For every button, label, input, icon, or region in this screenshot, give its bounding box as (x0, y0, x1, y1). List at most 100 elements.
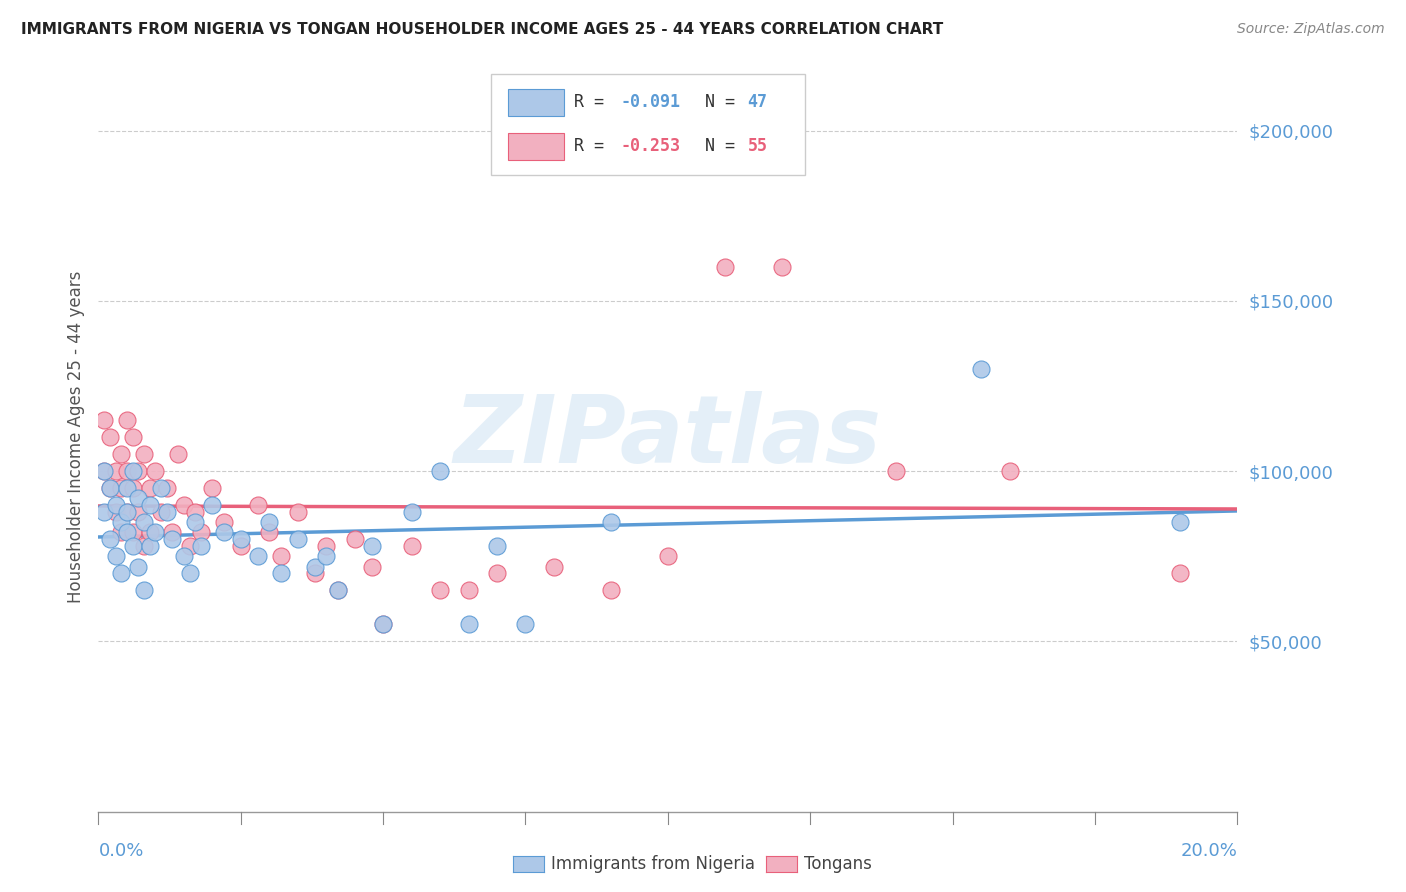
Point (121, 464, 143, 478)
Text: ZIPatlas: ZIPatlas (454, 391, 882, 483)
Point (132, 515, 155, 529)
Point (212, 515, 235, 529)
Point (190, 525, 212, 540)
Point (515, 617, 537, 632)
Point (93, 413, 115, 427)
Point (326, 583, 349, 598)
Point (145, 464, 167, 478)
Point (104, 549, 127, 564)
Point (184, 515, 207, 529)
Point (486, 539, 509, 553)
Point (98, 533, 121, 547)
Point (970, 362, 993, 376)
Point (173, 498, 195, 512)
Point (115, 481, 138, 495)
Point (600, 583, 623, 598)
Point (304, 566, 326, 581)
Point (115, 413, 138, 427)
Point (201, 481, 224, 495)
Point (104, 464, 127, 478)
Point (132, 447, 155, 461)
Point (184, 505, 207, 519)
Point (457, 583, 479, 598)
Point (127, 491, 149, 506)
Point (110, 566, 132, 581)
Point (179, 566, 201, 581)
Point (115, 464, 138, 478)
FancyBboxPatch shape (509, 88, 564, 116)
Point (110, 447, 132, 461)
Point (270, 566, 292, 581)
Point (93, 505, 115, 519)
Text: 0.0%: 0.0% (98, 842, 143, 860)
Point (104, 505, 127, 519)
Point (429, 583, 451, 598)
Point (110, 481, 132, 495)
Point (1170, 515, 1192, 529)
Point (145, 525, 167, 540)
Point (98, 430, 121, 444)
FancyBboxPatch shape (509, 133, 564, 160)
Text: -0.253: -0.253 (620, 137, 681, 155)
Point (360, 539, 382, 553)
Text: Immigrants from Nigeria: Immigrants from Nigeria (551, 855, 755, 873)
Point (115, 525, 138, 540)
Point (287, 505, 309, 519)
Point (360, 559, 382, 574)
Point (229, 533, 252, 547)
Point (315, 549, 337, 564)
Point (998, 464, 1021, 478)
Point (657, 549, 679, 564)
Point (179, 539, 201, 553)
Point (259, 525, 281, 540)
Point (93, 464, 115, 478)
Point (98, 481, 121, 495)
Point (110, 525, 132, 540)
Point (543, 559, 565, 574)
Point (190, 539, 212, 553)
Point (401, 539, 423, 553)
Point (98, 481, 121, 495)
Text: 47: 47 (748, 93, 768, 112)
Point (167, 447, 190, 461)
Point (246, 498, 269, 512)
Point (326, 583, 349, 598)
Point (212, 525, 235, 540)
Point (121, 481, 143, 495)
Point (373, 617, 395, 632)
Text: N =: N = (685, 93, 745, 112)
Text: R =: R = (575, 137, 614, 155)
Point (270, 549, 292, 564)
Point (259, 515, 281, 529)
Text: Source: ZipAtlas.com: Source: ZipAtlas.com (1237, 22, 1385, 37)
Point (104, 498, 127, 512)
Point (138, 481, 160, 495)
Point (770, 260, 793, 274)
Point (121, 430, 143, 444)
FancyBboxPatch shape (491, 74, 804, 175)
Point (121, 539, 143, 553)
Point (162, 525, 184, 540)
Point (173, 549, 195, 564)
Text: N =: N = (685, 137, 745, 155)
Point (93, 464, 115, 478)
Point (1170, 566, 1192, 581)
Point (127, 464, 149, 478)
Point (486, 566, 509, 581)
Point (429, 464, 451, 478)
Point (132, 583, 155, 598)
Text: Tongans: Tongans (804, 855, 872, 873)
Point (304, 559, 326, 574)
Point (138, 498, 160, 512)
Point (201, 498, 224, 512)
Text: 55: 55 (748, 137, 768, 155)
Text: -0.091: -0.091 (620, 93, 681, 112)
Point (138, 525, 160, 540)
Point (457, 617, 479, 632)
Point (343, 533, 366, 547)
Point (127, 559, 149, 574)
Point (150, 505, 173, 519)
Point (127, 505, 149, 519)
Point (246, 549, 269, 564)
Point (156, 505, 179, 519)
